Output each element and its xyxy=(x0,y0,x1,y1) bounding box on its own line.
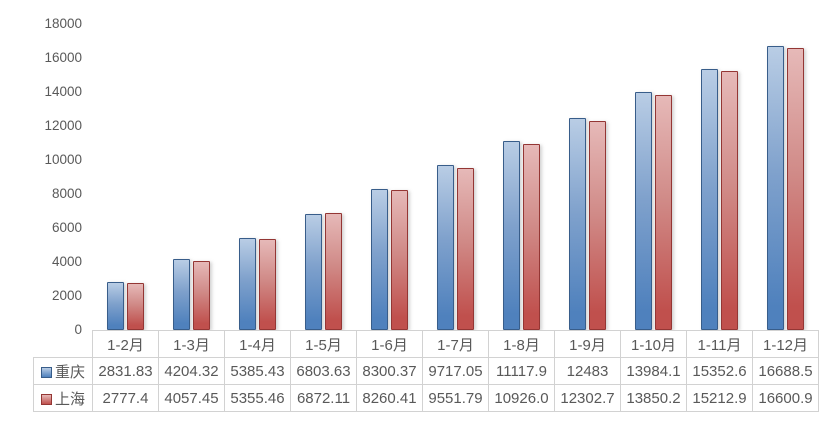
bar-series2-cat4 xyxy=(325,213,342,330)
table-corner-cell xyxy=(34,331,93,358)
value-cell: 8260.41 xyxy=(356,384,423,412)
category-label: 1-6月 xyxy=(356,330,423,358)
bar-series1-cat11 xyxy=(767,46,784,330)
category-label: 1-9月 xyxy=(554,330,621,358)
bar-series2-cat1 xyxy=(127,282,144,330)
y-tick-label: 10000 xyxy=(44,152,82,167)
value-cell: 16600.9 xyxy=(752,384,819,412)
value-cell: 12483 xyxy=(554,357,621,385)
bar-series2-cat3 xyxy=(259,238,276,330)
legend-key-icon xyxy=(40,393,52,405)
value-cell: 13850.2 xyxy=(620,384,687,412)
value-cell: 9717.05 xyxy=(422,357,489,385)
y-tick-label: 14000 xyxy=(44,84,82,99)
bar-series2-cat6 xyxy=(457,167,474,330)
value-cell: 6803.63 xyxy=(290,357,357,385)
bar-series1-cat3 xyxy=(239,238,256,330)
bar-series1-cat9 xyxy=(635,92,652,330)
data-table: 1-2月 1-3月 1-4月 1-5月 1-6月 1-7月 1-8月 1-9月 1-10月 1-1… xyxy=(33,330,819,412)
y-tick-label: 12000 xyxy=(44,118,82,133)
y-tick-label: 0 xyxy=(74,322,82,337)
series-name: 重庆 xyxy=(54,363,85,381)
category-label: 1-10月 xyxy=(620,330,687,358)
value-cell: 5385.43 xyxy=(224,357,291,385)
category-label: 1-4月 xyxy=(224,330,291,358)
value-cell: 4204.32 xyxy=(158,357,225,385)
value-cell: 9551.79 xyxy=(422,384,489,412)
category-label: 1-11月 xyxy=(686,330,753,358)
value-cell: 8300.37 xyxy=(356,357,423,385)
y-tick-label: 4000 xyxy=(51,254,82,269)
bar-series2-cat8 xyxy=(589,120,606,330)
y-tick-label: 8000 xyxy=(51,186,82,201)
category-label: 1-8月 xyxy=(488,330,555,358)
legend-cell-series1: 重庆 xyxy=(33,357,93,385)
legend-key-icon xyxy=(40,366,52,378)
value-cell: 4057.45 xyxy=(158,384,225,412)
y-tick-label: 16000 xyxy=(44,50,82,65)
bar-series1-cat7 xyxy=(503,140,520,330)
bar-series2-cat5 xyxy=(391,189,408,330)
value-cell: 11117.9 xyxy=(488,357,555,385)
legend-cell-series2: 上海 xyxy=(33,384,93,412)
bar-series2-cat9 xyxy=(655,94,672,330)
bar-series1-cat4 xyxy=(305,214,322,330)
value-cell: 2777.4 xyxy=(92,384,159,412)
category-label: 1-5月 xyxy=(290,330,357,358)
bar-series2-cat2 xyxy=(193,261,210,330)
bar-series1-cat10 xyxy=(701,69,718,330)
bar-series2-cat11 xyxy=(787,47,804,330)
category-label: 1-3月 xyxy=(158,330,225,358)
category-label: 1-7月 xyxy=(422,330,489,358)
series-name: 上海 xyxy=(54,390,85,408)
bar-series2-cat7 xyxy=(523,144,540,330)
value-cell: 16688.5 xyxy=(752,357,819,385)
bar-series1-cat6 xyxy=(437,164,454,330)
value-cell: 15212.9 xyxy=(686,384,753,412)
y-tick-label: 2000 xyxy=(51,288,82,303)
value-cell: 10926.0 xyxy=(488,384,555,412)
category-label: 1-12月 xyxy=(752,330,819,358)
value-cell: 12302.7 xyxy=(554,384,621,412)
y-tick-label: 6000 xyxy=(51,220,82,235)
value-cell: 2831.83 xyxy=(92,357,159,385)
bar-series1-cat2 xyxy=(173,258,190,330)
bar-series1-cat8 xyxy=(569,117,586,330)
y-tick-label: 18000 xyxy=(44,16,82,31)
bar-series2-cat10 xyxy=(721,71,738,330)
value-cell: 5355.46 xyxy=(224,384,291,412)
bar-series1-cat1 xyxy=(107,281,124,330)
value-cell: 6872.11 xyxy=(290,384,357,412)
value-cell: 13984.1 xyxy=(620,357,687,385)
category-label: 1-2月 xyxy=(92,330,159,358)
bar-series1-cat5 xyxy=(371,188,388,330)
value-cell: 15352.6 xyxy=(686,357,753,385)
